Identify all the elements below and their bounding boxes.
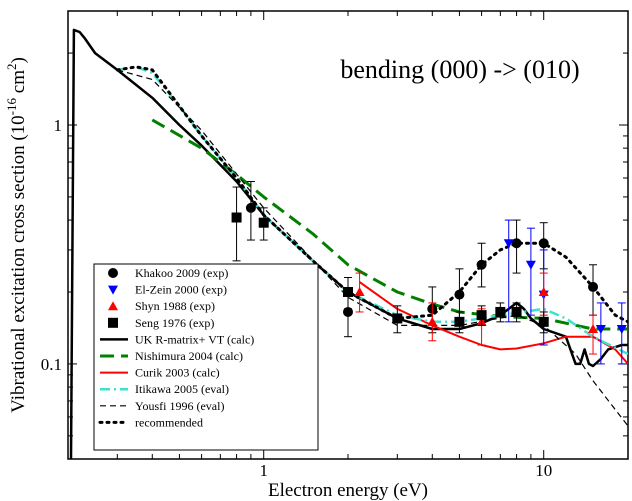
data-point [108,317,118,328]
y-axis-label-close: ) [8,57,29,63]
series-layer [69,28,628,459]
data-point [476,310,487,321]
series-points [354,272,599,355]
data-point [258,217,269,228]
legend: Khakoo 2009 (exp) El-Zein 2000 (exp) Shyn … [93,263,319,451]
series-points [231,186,549,334]
data-point [588,324,599,334]
data-point [476,259,487,270]
legend-label: Shyn 1988 (exp) [135,299,215,313]
data-point [108,301,118,311]
x-axis-label: Electron energy (eV) [268,480,428,501]
data-point [616,325,627,335]
y-axis-label-unit: cm [8,70,29,98]
y-tick-label: 0.1 [41,355,62,374]
x-tick-label: 10 [535,461,552,480]
series-line [115,65,628,324]
legend-label: recommended [135,415,203,429]
data-point [595,325,606,335]
data-point [538,238,549,249]
legend-label: Itikawa 2005 (eval) [135,382,229,396]
data-point [231,212,242,223]
y-axis-label: Vibrational excitation cross section (10… [4,57,29,413]
data-point [511,306,522,317]
y-tick-label: 1 [54,116,63,135]
data-point [454,289,465,300]
chart-title: bending (000) -> (010) [340,55,579,84]
legend-label: Yousfi 1996 (eval) [135,399,224,413]
legend-label: Seng 1976 (exp) [135,316,214,330]
data-point [108,268,118,278]
data-point [588,281,599,292]
data-point [503,239,514,249]
series-line [69,28,628,459]
data-point [427,316,438,326]
data-point [538,316,549,327]
series-line [117,65,628,356]
y-axis-label-exp: -16 [4,97,19,115]
data-point [511,238,522,249]
series-points [503,219,627,365]
legend-label: UK R-matrix+ VT (calc) [135,332,254,346]
legend-label: Curik 2003 (calc) [135,366,220,380]
series-line [117,69,628,427]
y-axis-label-main: Vibrational excitation cross section (10 [8,115,29,413]
y-axis-label-sq: 2 [4,64,19,71]
data-point [245,202,256,213]
data-point [454,316,465,327]
data-point [538,286,549,296]
y-axis-label-group: Vibrational excitation cross section (10… [4,57,29,413]
legend-box [93,263,319,451]
data-point [343,306,353,317]
legend-label: El-Zein 2000 (exp) [135,283,227,297]
data-point [392,313,403,324]
x-tick-label: 1 [259,461,268,480]
legend-label: Nishimura 2004 (calc) [135,349,243,363]
data-point [354,286,365,296]
legend-label: Khakoo 2009 (exp) [135,266,228,280]
data-point [525,260,536,270]
data-point [495,306,506,317]
data-point [108,285,118,295]
data-point [343,286,353,297]
